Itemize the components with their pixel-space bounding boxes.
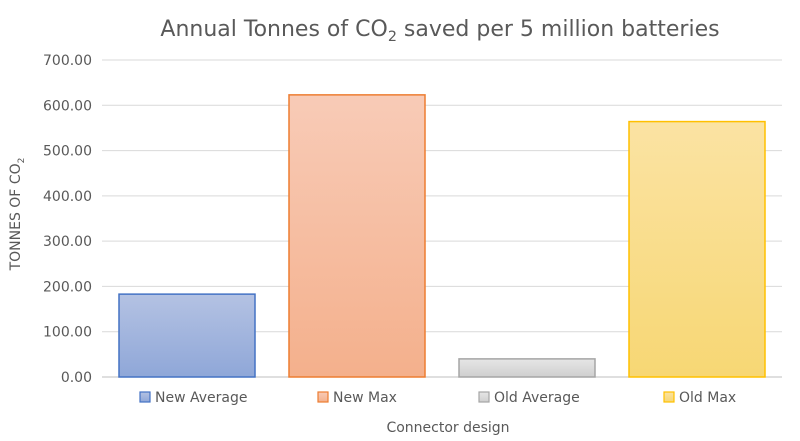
legend-label: New Max [333,390,397,406]
y-tick-label: 700.00 [43,53,92,69]
legend-swatch [478,391,490,403]
bar-new-max [288,94,426,378]
y-tick-label: 500.00 [43,144,92,160]
x-axis-title: Connector design [386,420,509,436]
y-tick-label: 100.00 [43,325,92,341]
bars [118,94,766,378]
bar-old-average [458,358,596,378]
legend-swatch [317,391,329,403]
y-axis-ticks: 0.00 100.00 200.00 300.00 400.00 500.00 600.00… [43,53,92,386]
legend-label: New Average [155,390,247,406]
legend-swatch [663,391,675,403]
bar-new-average [118,293,256,378]
chart-title: Annual Tonnes of CO2 saved per 5 million… [160,17,719,45]
y-tick-label: 0.00 [61,370,92,386]
bar-old-max [628,120,766,378]
legend-label: Old Max [679,390,736,406]
legend-label: Old Average [494,390,580,406]
legend: New Average New Max Old Average Old Max [139,390,736,406]
legend-swatch [139,391,151,403]
y-tick-label: 600.00 [43,98,92,114]
y-axis-title: TONNES OF CO2 [8,158,27,272]
y-tick-label: 300.00 [43,234,92,250]
y-tick-label: 400.00 [43,189,92,205]
y-tick-label: 200.00 [43,279,92,295]
